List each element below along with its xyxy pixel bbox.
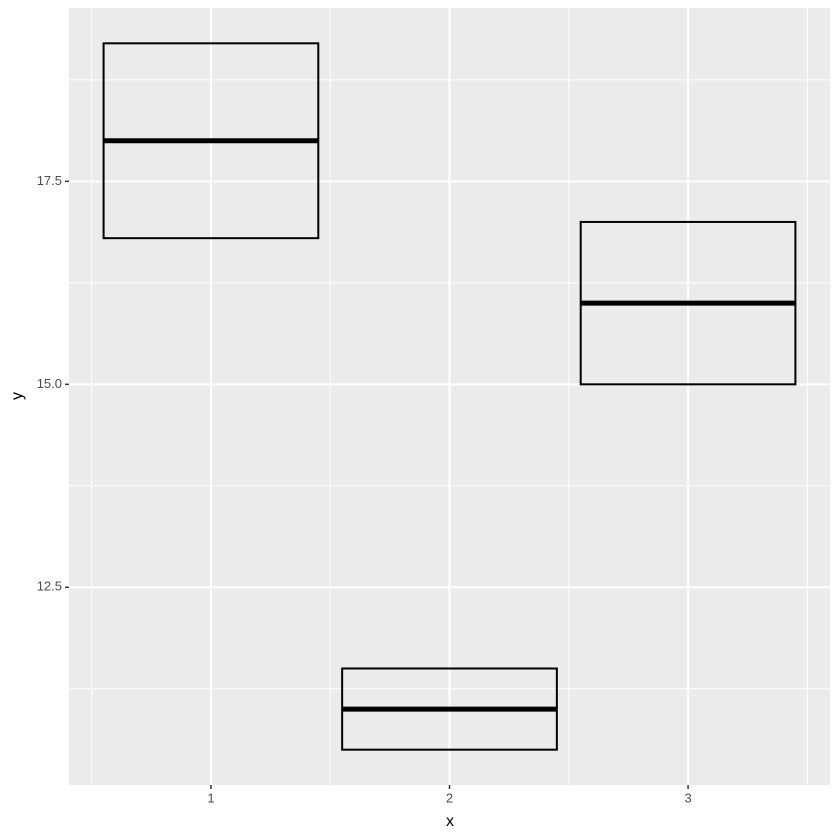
x-tick-label: 3 bbox=[684, 790, 691, 805]
x-axis-title: x bbox=[446, 813, 454, 830]
x-tick-label: 2 bbox=[446, 790, 453, 805]
y-tick-label: 12.5 bbox=[37, 579, 62, 594]
y-tick-label: 15.0 bbox=[37, 376, 62, 391]
x-tick-label: 1 bbox=[207, 790, 214, 805]
y-axis-title: y bbox=[9, 392, 26, 400]
y-tick-label: 17.5 bbox=[37, 173, 62, 188]
